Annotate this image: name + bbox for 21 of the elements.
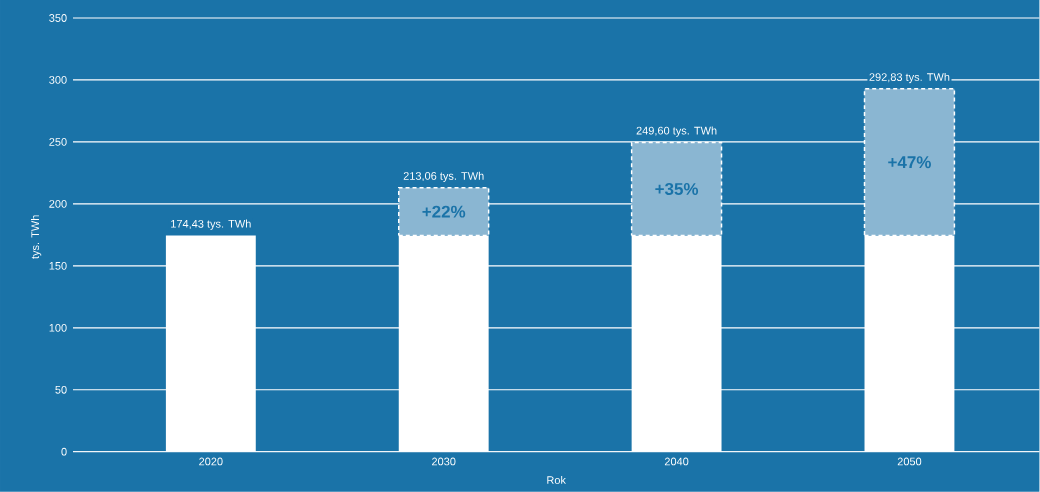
x-axis-title: Rok bbox=[547, 476, 566, 485]
x-tick-label: 2020 bbox=[199, 457, 223, 466]
y-tick-label: 350 bbox=[49, 14, 67, 23]
y-tick-label: 150 bbox=[49, 262, 67, 270]
total-label: 249,60 tys. TWh bbox=[636, 126, 717, 137]
y-tick-label: 300 bbox=[49, 76, 67, 84]
total-label: 174,43 tys. TWh bbox=[171, 219, 251, 230]
y-tick-label: 100 bbox=[49, 324, 67, 332]
x-tick-label: 2040 bbox=[664, 457, 689, 466]
y-tick-label: 0 bbox=[61, 447, 67, 456]
x-tick-label: 2050 bbox=[897, 457, 922, 466]
x-tick-label: 2030 bbox=[432, 457, 456, 466]
annotation: +47% bbox=[888, 156, 931, 169]
annotation: +22% bbox=[422, 205, 466, 218]
y-tick-label: 250 bbox=[49, 138, 67, 146]
total-label: 292,83 tys. TWh bbox=[869, 73, 950, 84]
y-axis-title: tys. TWh bbox=[30, 215, 42, 260]
y-tick-label: 50 bbox=[55, 386, 67, 394]
annotation: +35% bbox=[655, 183, 699, 196]
total-label: 213,06 tys. TWh bbox=[403, 171, 484, 183]
y-tick-label: 200 bbox=[49, 200, 67, 208]
